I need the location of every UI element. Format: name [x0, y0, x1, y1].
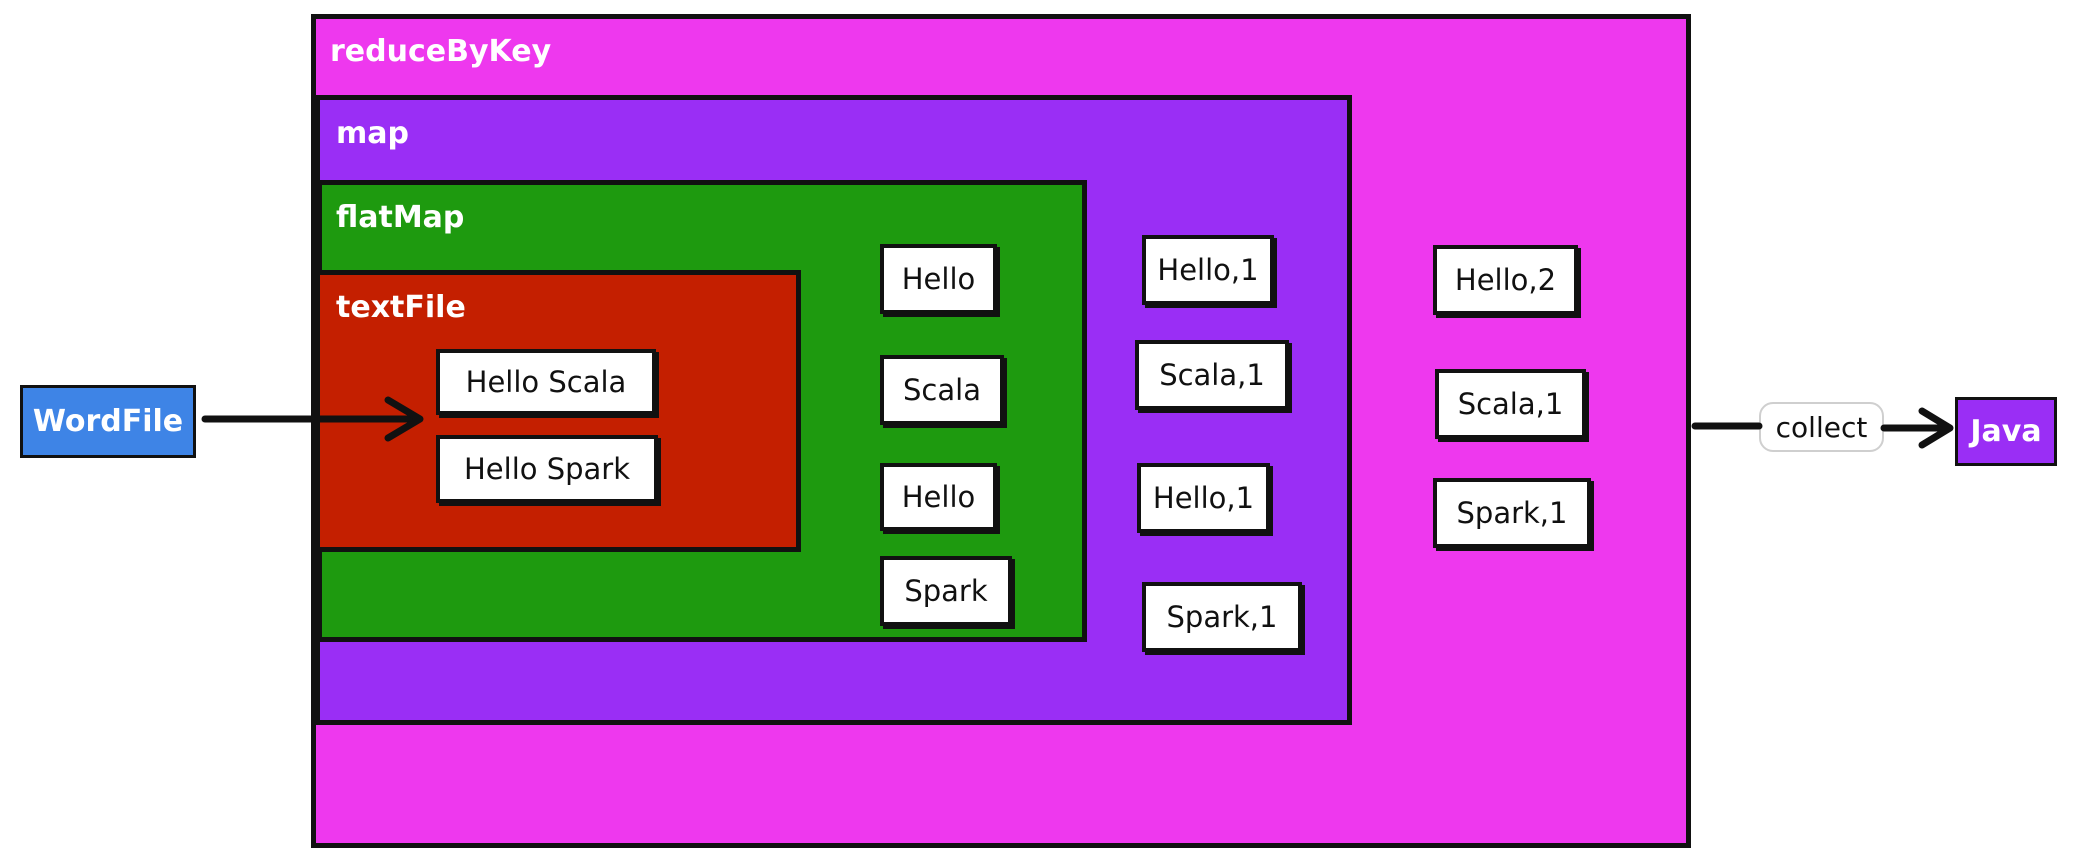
map-pair: Spark,1 [1142, 582, 1302, 652]
reduce-result: Hello,2 [1433, 245, 1578, 315]
collect-arrow [1691, 407, 1954, 449]
flatMap-word: Scala [880, 355, 1004, 425]
map-label: map [336, 116, 409, 151]
flatMap-word: Spark [880, 556, 1012, 626]
flatMap-label: flatMap [336, 200, 465, 235]
map-pair: Hello,1 [1137, 463, 1270, 533]
reduce-result: Scala,1 [1435, 369, 1586, 439]
reduceByKey-label: reduceByKey [330, 34, 552, 69]
java-node: Java [1955, 397, 2057, 466]
flatMap-word: Hello [880, 244, 997, 314]
map-pair: Hello,1 [1142, 235, 1274, 305]
flatMap-word: Hello [880, 463, 997, 531]
map-pair: Scala,1 [1135, 340, 1289, 410]
wordfile-to-textfile-arrow [201, 396, 424, 442]
textFile-label: textFile [336, 290, 466, 325]
textFile-line: Hello Spark [436, 435, 658, 503]
textFile-line: Hello Scala [436, 349, 656, 415]
wordfile-node: WordFile [20, 385, 196, 458]
reduce-result: Spark,1 [1433, 478, 1591, 548]
